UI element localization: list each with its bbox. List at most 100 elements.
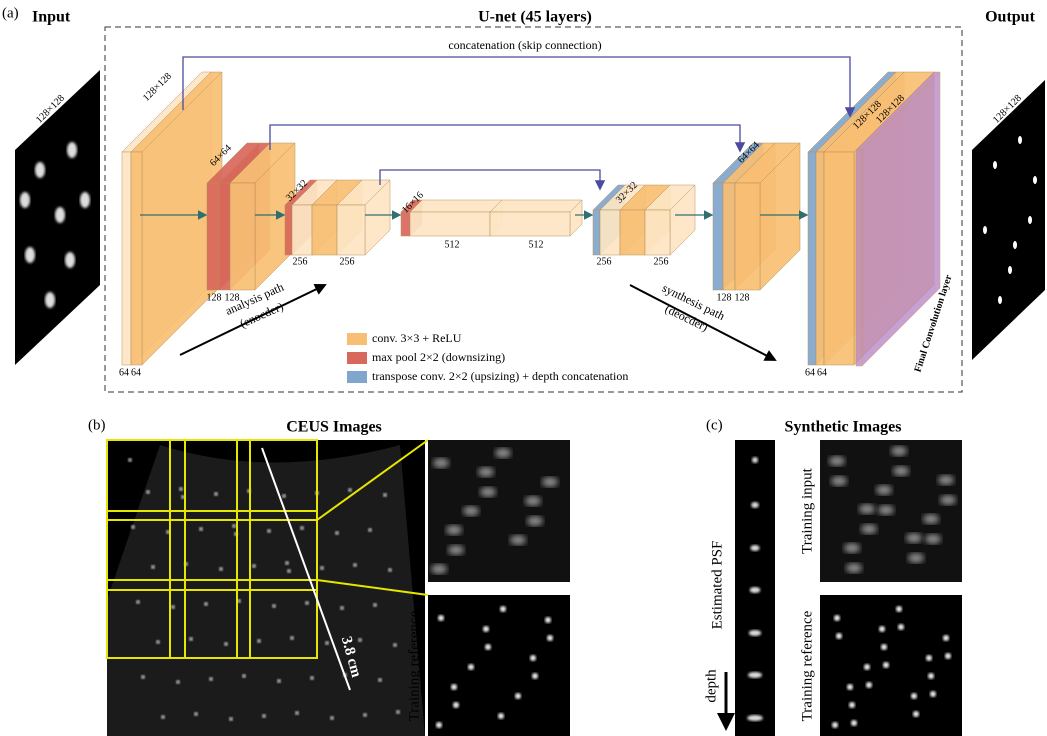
dot <box>1008 266 1012 274</box>
psf-label: Estimated PSF <box>709 541 725 630</box>
bubble <box>282 494 286 498</box>
spot <box>908 553 924 563</box>
bubble <box>171 605 175 609</box>
skip-connection <box>183 57 850 115</box>
bubble <box>320 566 324 570</box>
spot <box>532 673 538 679</box>
output-title: Output <box>985 9 1035 26</box>
bubble <box>388 568 392 572</box>
bubble <box>214 492 218 496</box>
spot <box>463 506 479 516</box>
spot <box>436 722 442 728</box>
channel-label: 256 <box>293 256 308 267</box>
spot <box>846 563 862 573</box>
bubble <box>151 565 155 569</box>
bubble <box>194 712 198 716</box>
channel-label: 128 <box>717 292 732 303</box>
panel-label: (b) <box>88 417 106 433</box>
bubble <box>209 677 213 681</box>
bubble <box>285 561 289 565</box>
bubble <box>131 525 135 529</box>
spot <box>893 466 909 476</box>
ceus-title: CEUS Images <box>286 419 382 436</box>
bubble <box>335 531 339 535</box>
block-front <box>600 210 620 255</box>
spot <box>911 693 917 699</box>
spot <box>433 458 449 468</box>
spot <box>940 495 956 505</box>
block-front <box>401 212 410 236</box>
block-front <box>824 152 854 365</box>
bubble <box>295 711 299 715</box>
spot <box>446 525 462 535</box>
spot <box>879 626 885 632</box>
channel-label: 128 <box>207 292 222 303</box>
bubble <box>373 603 377 607</box>
spot <box>829 456 845 466</box>
channel-label: 64 <box>805 367 815 378</box>
input-title: Input <box>32 9 71 26</box>
bubble <box>179 487 183 491</box>
block-front <box>816 152 824 365</box>
bubble <box>393 643 397 647</box>
spot <box>478 467 494 477</box>
block-front <box>593 210 600 255</box>
channel-label: 128 <box>735 292 750 303</box>
spot <box>468 664 474 670</box>
spot <box>530 655 536 661</box>
spot <box>847 684 853 690</box>
block-front <box>230 183 255 290</box>
bubble <box>396 710 400 714</box>
output-image <box>972 80 1045 360</box>
spot <box>859 504 875 514</box>
spot <box>834 615 840 621</box>
blob <box>55 207 65 223</box>
bubble <box>189 637 193 641</box>
training-image <box>428 440 570 582</box>
bubble <box>330 716 334 720</box>
spot <box>527 516 543 526</box>
block-front <box>713 183 723 290</box>
dot <box>1033 176 1037 184</box>
crop-label: Training reference <box>406 610 422 721</box>
size-label: 128×128 <box>141 71 174 104</box>
blob <box>25 247 35 263</box>
bubble <box>136 600 140 604</box>
block-front <box>410 212 490 236</box>
bubble <box>305 601 309 605</box>
block-front <box>285 205 292 255</box>
synthetic-title: Synthetic Images <box>785 419 902 436</box>
legend-swatch <box>347 333 367 345</box>
dot <box>1013 241 1017 249</box>
bubble <box>358 638 362 642</box>
blob <box>20 192 30 208</box>
channel-label: 256 <box>340 256 355 267</box>
spot <box>925 534 941 544</box>
channel-label: 64 <box>817 367 827 378</box>
blob <box>80 192 90 208</box>
spot <box>498 713 504 719</box>
blob <box>67 142 77 158</box>
bubble <box>267 529 271 533</box>
spot <box>849 702 855 708</box>
spot <box>878 505 894 515</box>
channel-label: 512 <box>529 239 544 250</box>
block-front <box>808 152 816 365</box>
spot <box>928 673 934 679</box>
block-front <box>131 152 142 365</box>
spot <box>438 615 444 621</box>
spot <box>485 644 491 650</box>
bubble <box>199 527 203 531</box>
crop-label: Training input <box>406 467 422 554</box>
layer-block <box>490 200 582 236</box>
channel-label: 64 <box>119 367 129 378</box>
panel-label: (a) <box>2 5 19 21</box>
bubble <box>262 714 266 718</box>
spot <box>480 487 496 497</box>
spot <box>483 626 489 632</box>
block-front <box>337 205 365 255</box>
dot <box>998 296 1002 304</box>
psf-spot <box>751 502 759 508</box>
figure: (a) Input U-net (45 layers) Output conca… <box>0 0 1047 736</box>
spot <box>542 477 558 487</box>
